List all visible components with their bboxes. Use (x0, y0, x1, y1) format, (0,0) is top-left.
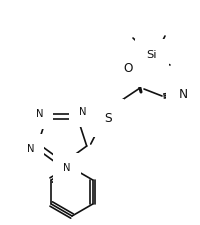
Text: N: N (63, 163, 70, 173)
Text: N: N (178, 88, 187, 101)
Text: S: S (104, 112, 111, 124)
Text: N: N (78, 107, 86, 117)
Text: O: O (123, 61, 132, 74)
Text: Si: Si (146, 50, 156, 60)
Text: N: N (26, 144, 34, 154)
Text: N: N (36, 109, 43, 119)
